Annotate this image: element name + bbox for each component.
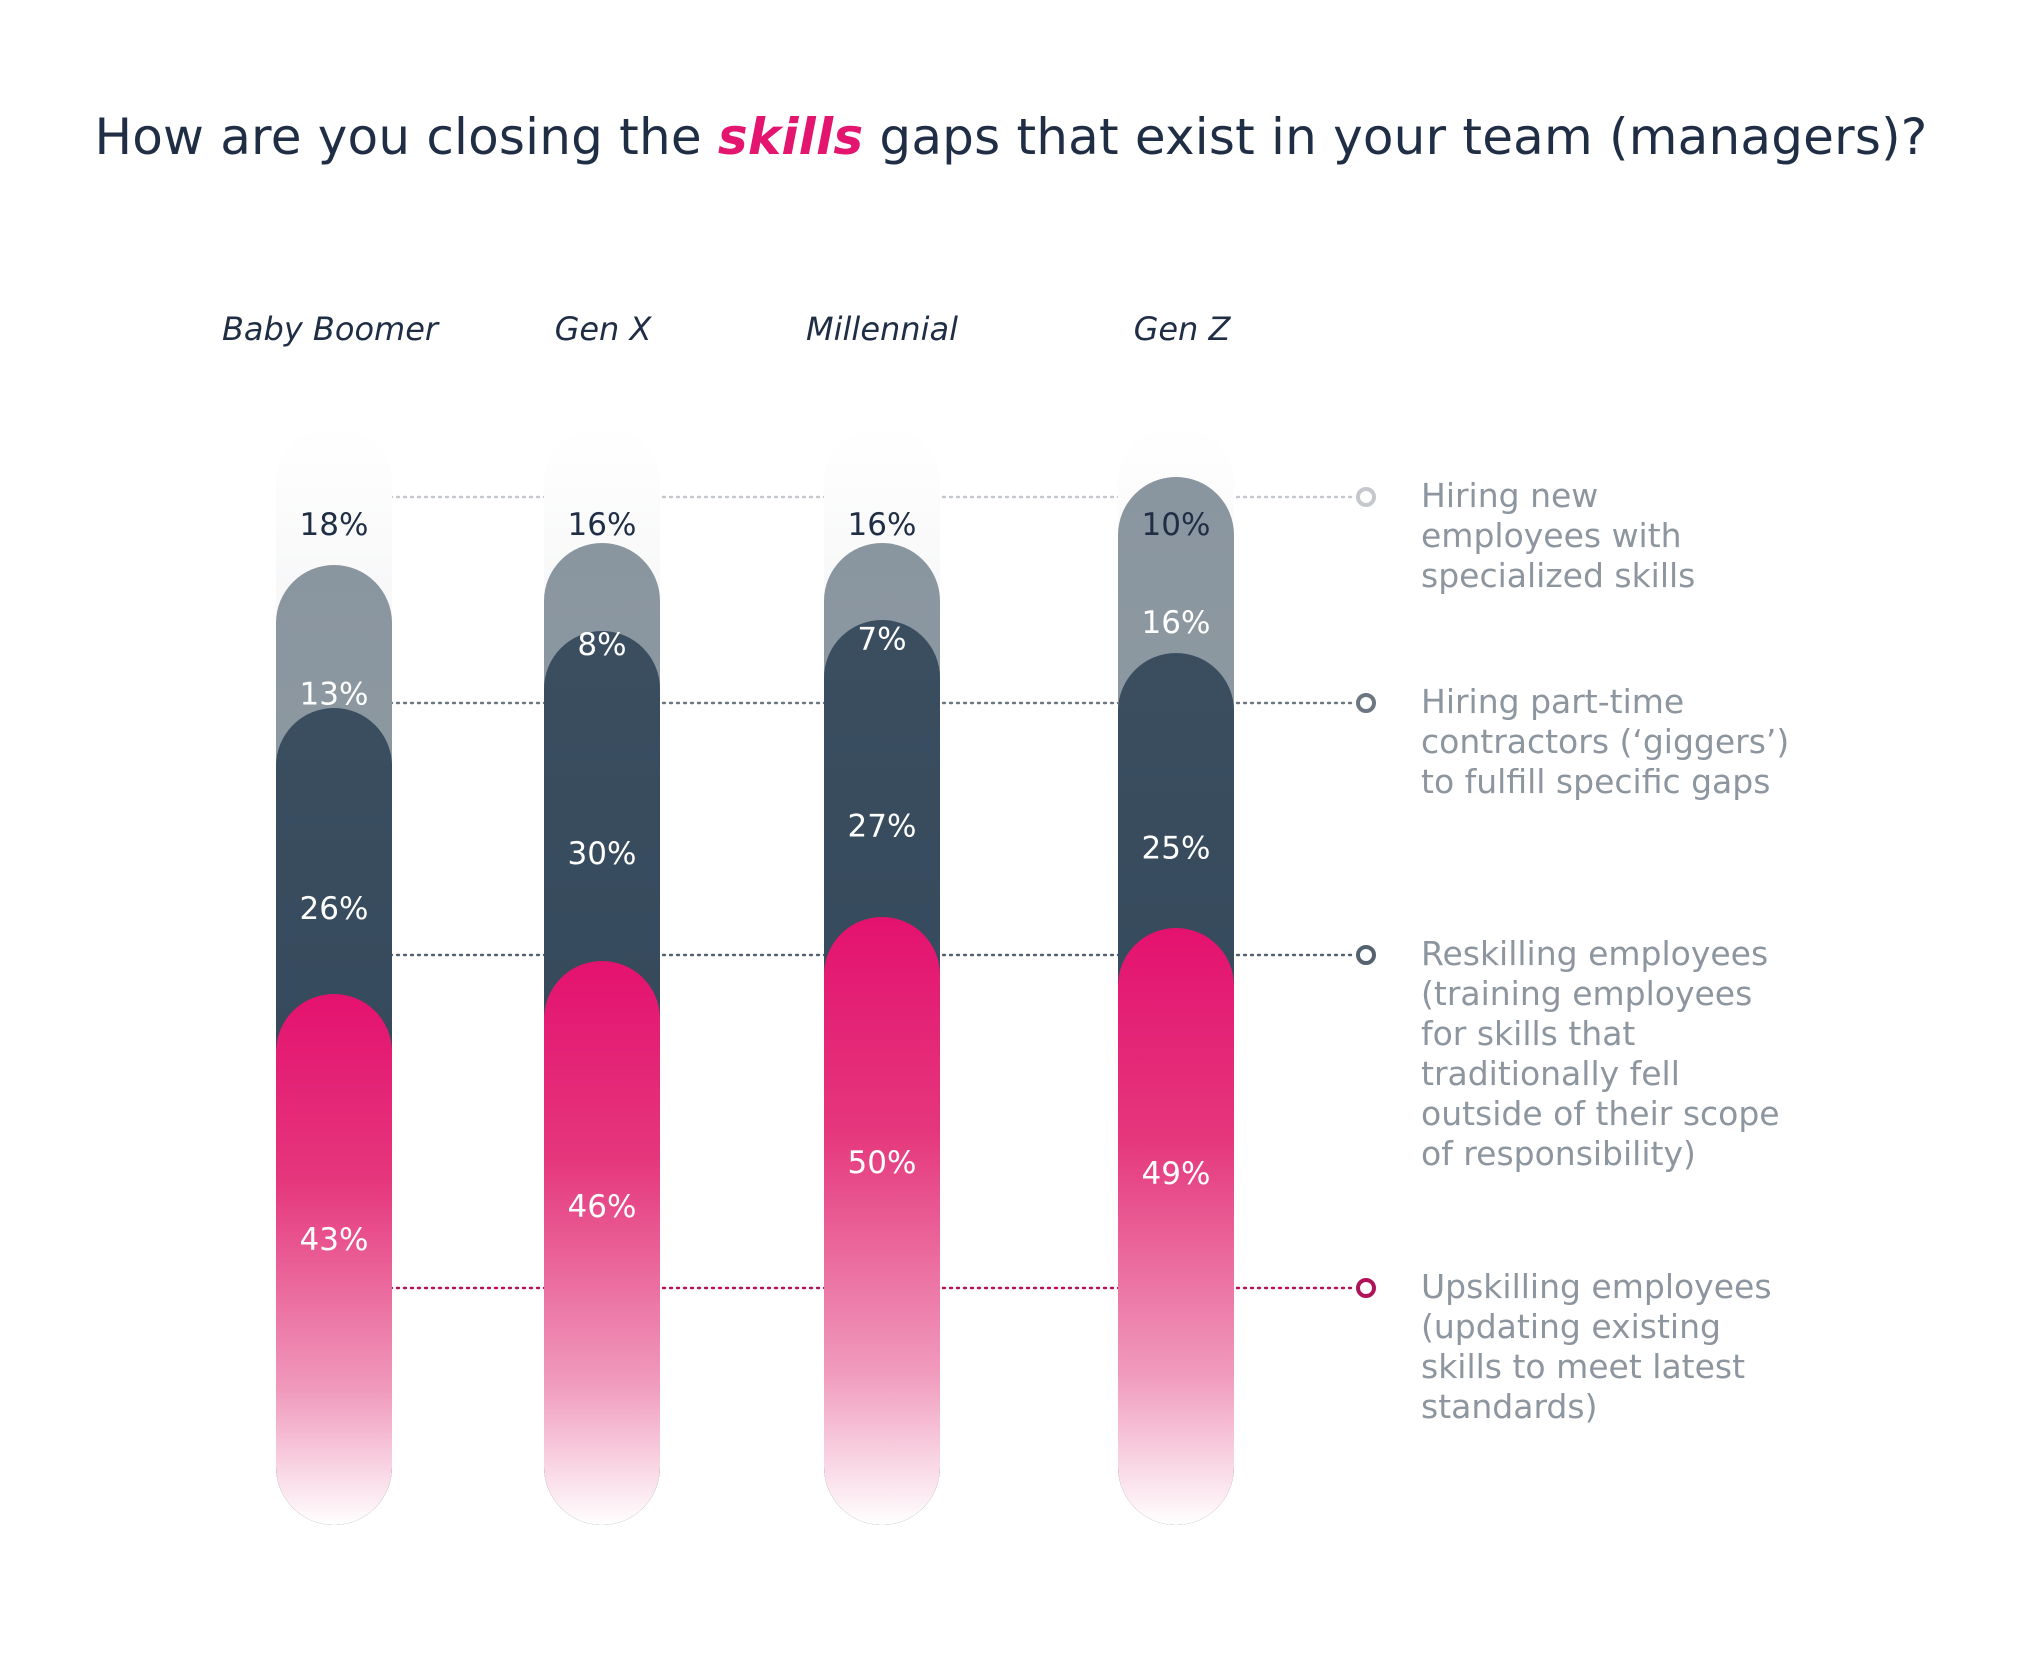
- value-label-gen-z-3: 25%: [1142, 831, 1211, 867]
- legend-line: standards): [1421, 1387, 1597, 1426]
- chart-title-emphasis: skills: [717, 108, 864, 166]
- bar-gen-x-4: [544, 961, 660, 1525]
- bar-millennial-4: [824, 917, 940, 1525]
- value-label-gen-z-2: 16%: [1142, 605, 1211, 641]
- legend-line: Reskilling employees: [1421, 934, 1768, 973]
- legend-line: traditionally fell: [1421, 1054, 1680, 1093]
- chart-title-before: How are you closing the: [94, 108, 718, 166]
- legend-line: (training employees: [1421, 974, 1752, 1013]
- legend-line: specialized skills: [1421, 556, 1695, 595]
- legend-marker-3: [1356, 945, 1376, 965]
- legend-line: skills to meet latest: [1421, 1347, 1745, 1386]
- value-label-millennial-4: 50%: [848, 1145, 917, 1181]
- chart-title-after: gaps that exist in your team (managers)?: [863, 108, 1928, 166]
- legend-line: outside of their scope: [1421, 1094, 1780, 1133]
- value-label-gen-x-2: 8%: [577, 627, 626, 663]
- legend-entry-4: Upskilling employees (updating existing sk…: [1421, 1267, 1772, 1426]
- value-label-gen-x-4: 46%: [568, 1189, 637, 1225]
- legend-line: employees with: [1421, 516, 1682, 555]
- category-label-millennial: Millennial: [806, 310, 958, 348]
- legend-entry-1: Hiring new employees with specialized skil…: [1421, 476, 1695, 595]
- legend-marker-4: [1356, 1278, 1376, 1298]
- value-label-baby-boomer-3: 26%: [300, 891, 369, 927]
- legend-line: (updating existing: [1421, 1307, 1721, 1346]
- legend-line: contractors (‘giggers’): [1421, 722, 1789, 761]
- bar-baby-boomer-4: [276, 994, 392, 1525]
- value-label-gen-z-4: 49%: [1142, 1156, 1211, 1192]
- value-label-millennial-2: 7%: [857, 622, 906, 658]
- chart-title: How are you closing the skills gaps that…: [0, 108, 2022, 166]
- legend-marker-1: [1356, 487, 1376, 507]
- legend-line: for skills that: [1421, 1014, 1635, 1053]
- value-label-gen-x-1: 16%: [568, 507, 637, 543]
- value-label-baby-boomer-2: 13%: [300, 677, 369, 713]
- legend-line: to fulfill specific gaps: [1421, 762, 1770, 801]
- legend-line: Upskilling employees: [1421, 1267, 1772, 1306]
- bar-gen-z-4: [1118, 928, 1234, 1525]
- value-label-gen-x-3: 30%: [568, 836, 637, 872]
- legend-entry-2: Hiring part-time contractors (‘giggers’) t…: [1421, 682, 1789, 801]
- legend-line: Hiring new: [1421, 476, 1598, 515]
- legend-line: Hiring part-time: [1421, 682, 1684, 721]
- legend-marker-2: [1356, 693, 1376, 713]
- category-label-gen-x: Gen X: [555, 310, 653, 348]
- value-label-millennial-1: 16%: [848, 507, 917, 543]
- category-label-gen-z: Gen Z: [1134, 310, 1232, 348]
- value-label-baby-boomer-4: 43%: [300, 1222, 369, 1258]
- legend-line: of responsibility): [1421, 1134, 1696, 1173]
- category-label-baby-boomer: Baby Boomer: [222, 310, 440, 348]
- value-label-gen-z-1: 10%: [1142, 507, 1211, 543]
- value-label-millennial-3: 27%: [848, 809, 917, 845]
- value-label-baby-boomer-1: 18%: [300, 507, 369, 543]
- legend-entry-3: Reskilling employees (training employees f…: [1421, 934, 1780, 1173]
